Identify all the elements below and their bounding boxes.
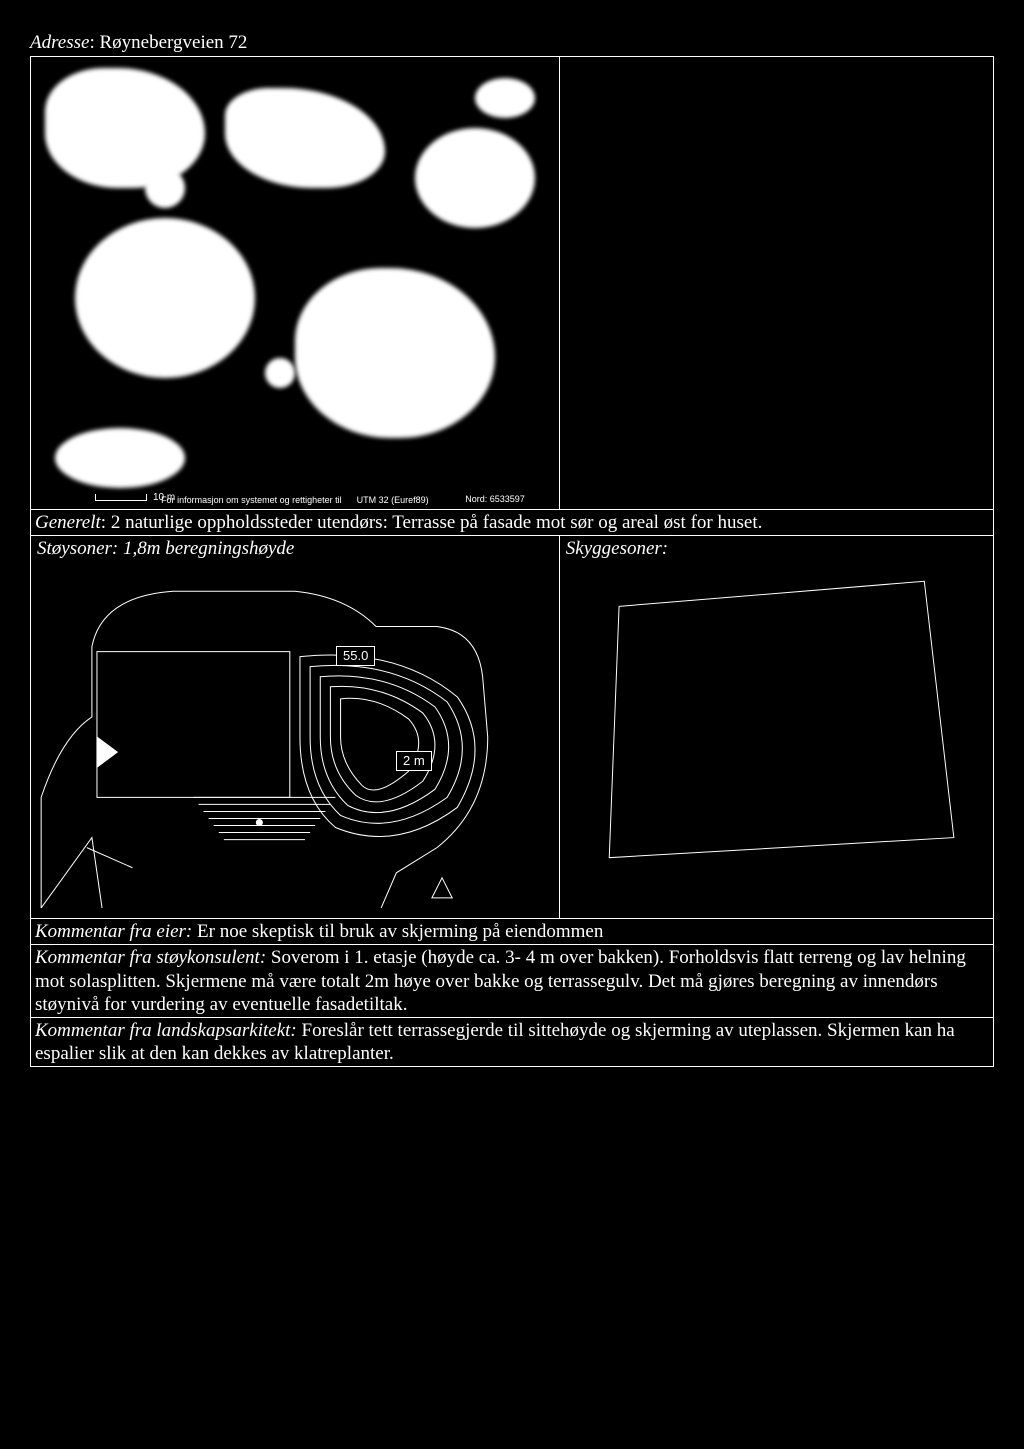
address-label: Adresse xyxy=(30,32,89,53)
comment-noise-label: Kommentar fra støykonsulent: xyxy=(35,947,266,968)
main-table: 10 m For informasjon om systemet og rett… xyxy=(30,56,994,1067)
generelt-label: Generelt xyxy=(35,512,101,533)
document-page: Adresse: Røynebergveien 72 xyxy=(0,0,1024,1097)
noise-diagram xyxy=(31,536,559,918)
aerial-right-cell xyxy=(559,57,993,510)
shadow-diagram xyxy=(560,536,993,918)
address-value: Røynebergveien 72 xyxy=(99,32,247,53)
noise-label-55: 55.0 xyxy=(336,646,375,666)
address-row: Adresse: Røynebergveien 72 xyxy=(30,30,994,56)
address-colon: : xyxy=(89,32,99,53)
comment-owner-row: Kommentar fra eier: Er noe skeptisk til … xyxy=(31,919,994,945)
aerial-coord: Nord: 6533597 xyxy=(465,495,525,504)
generelt-row: Generelt: 2 naturlige oppholdssteder ute… xyxy=(31,510,994,536)
comment-owner-text: Er noe skeptisk til bruk av skjerming på… xyxy=(197,921,603,942)
aerial-image-cell: 10 m For informasjon om systemet og rett… xyxy=(31,57,560,510)
noise-zone-title: Støysoner: 1,8m beregningshøyde xyxy=(37,537,294,560)
aerial-image: 10 m For informasjon om systemet og rett… xyxy=(35,58,555,508)
shadow-zone-title: Skyggesoner: xyxy=(566,537,668,560)
comment-landscape-label: Kommentar fra landskapsarkitekt: xyxy=(35,1020,297,1041)
comment-noise-row: Kommentar fra støykonsulent: Soverom i 1… xyxy=(31,945,994,1018)
shadow-zone-cell: Skyggesoner: xyxy=(559,536,993,919)
generelt-text: 2 naturlige oppholdssteder utendørs: Ter… xyxy=(111,512,763,533)
noise-label-2m: 2 m xyxy=(396,751,432,771)
noise-zone-cell: Støysoner: 1,8m beregningshøyde xyxy=(31,536,560,919)
comment-landscape-row: Kommentar fra landskapsarkitekt: Foreslå… xyxy=(31,1017,994,1066)
comment-owner-label: Kommentar fra eier: xyxy=(35,921,192,942)
